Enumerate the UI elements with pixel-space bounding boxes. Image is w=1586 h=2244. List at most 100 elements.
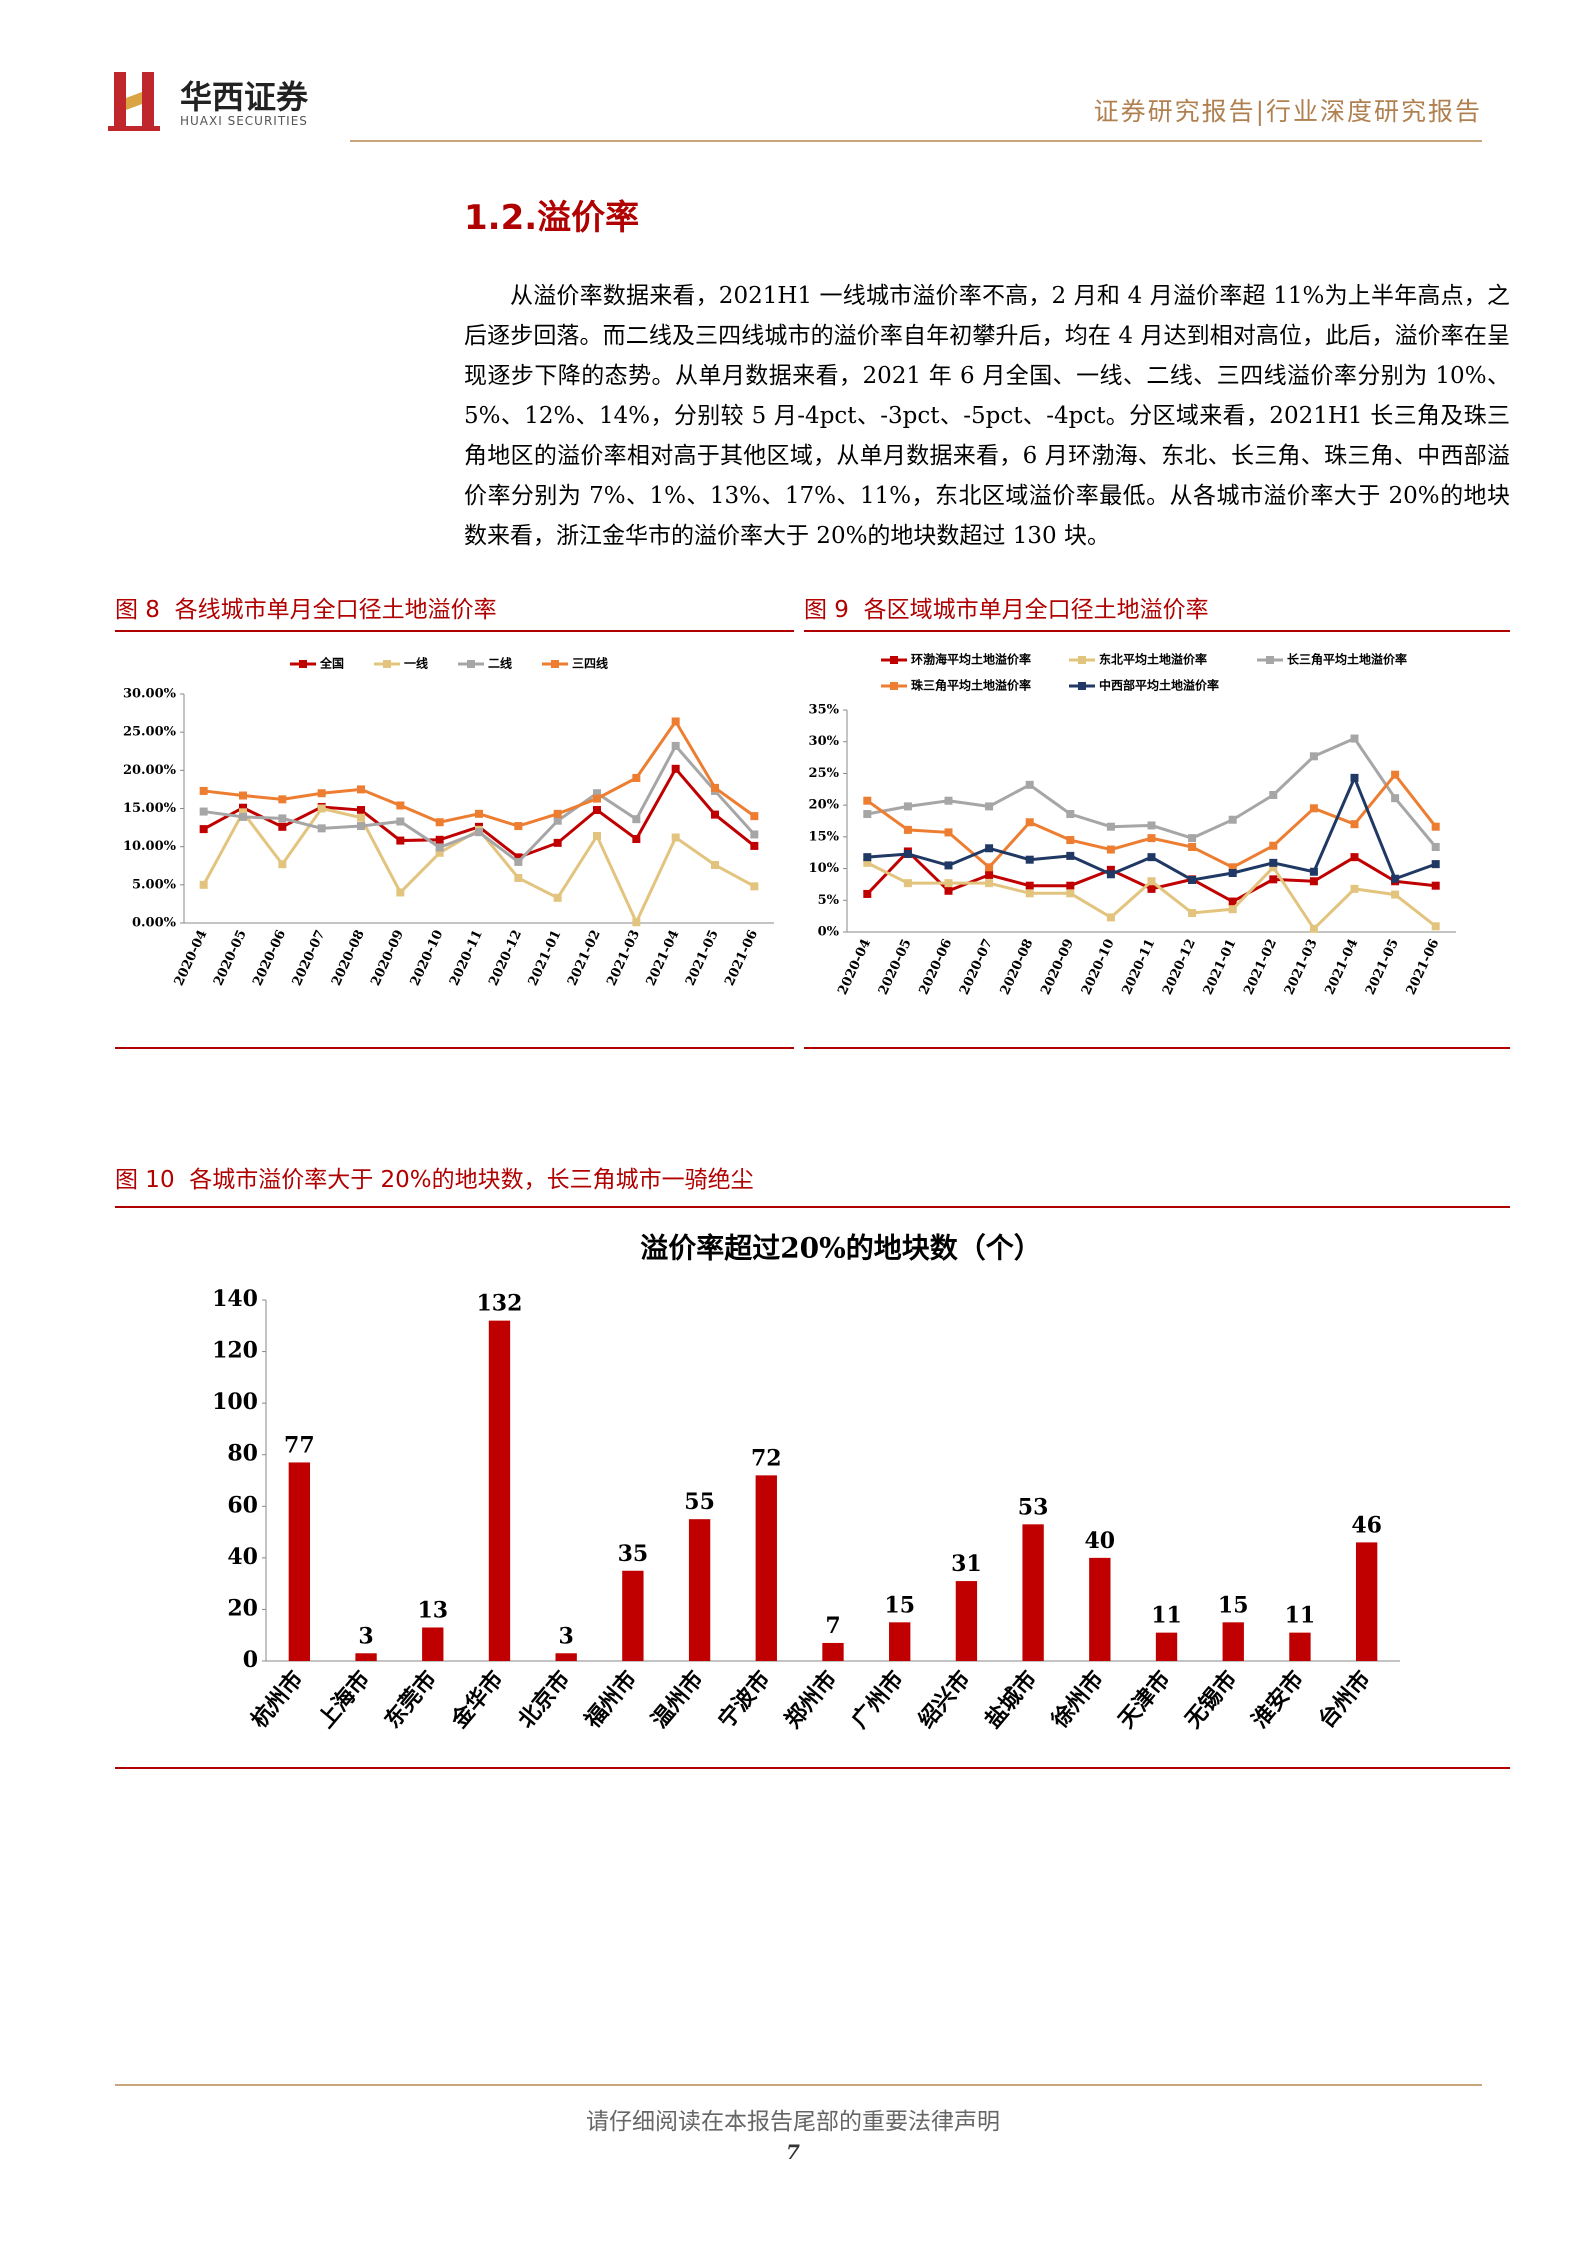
data-label: 3 (559, 1623, 574, 1649)
point (593, 789, 601, 798)
point (475, 809, 483, 818)
point (396, 836, 405, 845)
point (593, 794, 601, 803)
point (863, 858, 872, 867)
point (1188, 875, 1197, 884)
x-tick-label: 上海市 (313, 1666, 375, 1733)
point (239, 808, 247, 817)
point (711, 810, 719, 819)
bar (688, 1519, 711, 1661)
point (671, 741, 680, 750)
x-tick-label: 2021-01 (1201, 937, 1240, 997)
bar (1355, 1542, 1378, 1661)
bar (755, 1475, 777, 1661)
y-tick-label: 40 (227, 1544, 258, 1570)
x-tick-label: 2020-04 (835, 937, 874, 997)
point (1391, 890, 1400, 899)
point (1025, 818, 1034, 827)
x-tick-label: 2020-08 (998, 937, 1037, 997)
y-tick-label: 140 (212, 1286, 258, 1312)
x-tick-label: 台州市 (1313, 1666, 1375, 1733)
point (199, 807, 208, 816)
y-tick-label: 100 (212, 1389, 258, 1415)
point (711, 860, 719, 869)
point (239, 803, 247, 812)
point (475, 828, 483, 837)
x-tick-label: 北京市 (513, 1666, 575, 1733)
point (1066, 836, 1075, 845)
x-tick-label: 2021-03 (604, 928, 643, 988)
point (1391, 794, 1400, 803)
point (1066, 889, 1075, 898)
point (711, 783, 719, 792)
point (1309, 867, 1318, 876)
legend-marker (1078, 656, 1086, 664)
x-tick-label: 2020-09 (1038, 937, 1077, 997)
bar (1222, 1622, 1244, 1661)
x-tick-label: 2021-02 (565, 928, 604, 988)
chart-title: 溢价率超过20%的地块数（个） (640, 1232, 1042, 1265)
bar (355, 1653, 377, 1661)
point (750, 812, 759, 821)
point (632, 918, 641, 927)
point (199, 880, 208, 889)
x-tick-label: 2020-08 (329, 928, 368, 988)
figure-caption: 图 10 各城市溢价率大于 20%的地块数，长三角城市一骑绝尘 (115, 1167, 754, 1193)
point (1309, 804, 1318, 813)
x-tick-label: 2020-09 (368, 928, 407, 988)
point (1309, 877, 1318, 886)
data-label: 3 (358, 1623, 373, 1649)
figure-caption: 图 8 各线城市单月全口径土地溢价率 (115, 597, 497, 623)
data-label: 15 (1218, 1592, 1249, 1618)
x-tick-label: 2020-05 (876, 937, 915, 997)
point (671, 764, 680, 773)
x-tick-label: 2021-05 (683, 928, 722, 988)
legend-label: 东北平均土地溢价率 (1099, 652, 1207, 667)
point (1228, 897, 1237, 906)
point (1106, 913, 1115, 922)
bar (1089, 1557, 1111, 1661)
x-tick-label: 2020-11 (1119, 937, 1158, 997)
point (1066, 851, 1075, 860)
data-label: 31 (951, 1551, 982, 1577)
point (903, 802, 912, 811)
point (1391, 874, 1400, 883)
y-tick-label: 60 (227, 1492, 258, 1518)
x-tick-label: 绍兴市 (913, 1666, 975, 1733)
x-tick-label: 2021-06 (1404, 937, 1443, 997)
legend-label: 二线 (488, 656, 512, 671)
legend-marker (467, 660, 475, 668)
x-tick-label: 2021-03 (1282, 937, 1321, 997)
point (435, 818, 444, 827)
point (1025, 889, 1034, 898)
data-label: 35 (618, 1541, 649, 1567)
point (435, 848, 444, 857)
point (553, 816, 562, 825)
point (199, 786, 208, 795)
bar (555, 1653, 577, 1661)
point (944, 796, 953, 805)
point (1147, 884, 1156, 893)
x-tick-label: 2020-12 (486, 928, 525, 988)
point (1188, 908, 1197, 917)
y-tick-label: 10.00% (123, 839, 177, 854)
point (199, 825, 208, 834)
x-tick-label: 2020-10 (408, 928, 447, 988)
point (593, 831, 601, 840)
y-tick-label: 25% (809, 766, 840, 781)
point (553, 893, 562, 902)
bar (1155, 1632, 1178, 1661)
data-label: 15 (884, 1592, 915, 1618)
x-tick-label: 2020-10 (1079, 937, 1118, 997)
point (357, 813, 365, 822)
point (1431, 822, 1440, 831)
legend-label: 珠三角平均土地溢价率 (911, 678, 1031, 693)
logo-name: 华西证券 (180, 78, 309, 116)
point (1431, 881, 1440, 890)
y-tick-label: 20% (809, 798, 840, 813)
point (1431, 922, 1440, 931)
point (1228, 815, 1237, 824)
x-tick-label: 徐州市 (1046, 1666, 1109, 1734)
x-tick-label: 2021-05 (1363, 937, 1402, 997)
